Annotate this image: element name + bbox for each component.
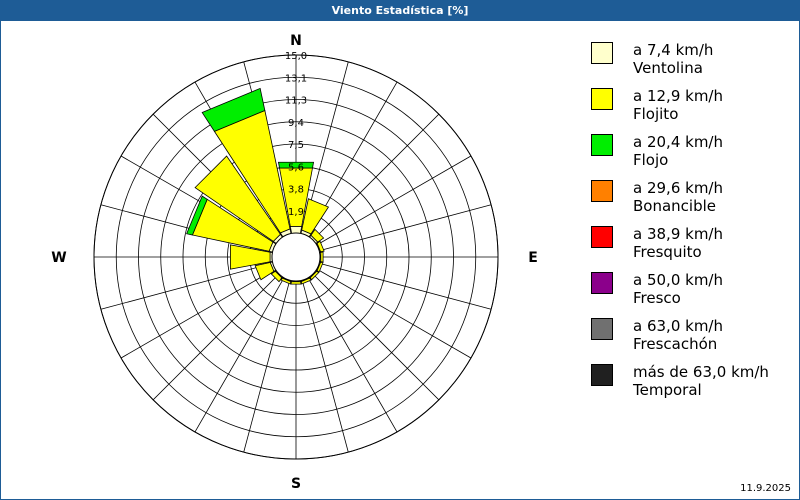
petal-segment — [316, 240, 325, 253]
direction-label: E — [528, 250, 538, 266]
petal-segment — [186, 195, 208, 236]
legend-item: más de 63,0 km/h Temporal — [591, 363, 791, 410]
radial-tick-label: 9,4 — [288, 118, 304, 129]
petal-segment — [309, 270, 320, 281]
legend-swatch — [591, 318, 613, 340]
legend-item: a 20,4 km/h Flojo — [591, 133, 791, 180]
legend-swatch — [591, 134, 613, 156]
petal-segment — [289, 226, 303, 234]
direction-label: W — [51, 250, 66, 266]
radial-tick-label: 15,0 — [285, 51, 307, 62]
legend-swatch — [591, 88, 613, 110]
grid-spoke — [243, 280, 291, 453]
petal-segment — [316, 261, 324, 273]
grid-spoke — [120, 268, 276, 359]
legend-swatch — [591, 42, 613, 64]
petal-segment — [194, 155, 281, 242]
grid-spoke — [312, 273, 440, 401]
grid-spoke — [316, 155, 472, 246]
legend-label: a 50,0 km/h Fresco — [633, 271, 723, 307]
legend-label: a 12,9 km/h Flojito — [633, 87, 723, 123]
radial-tick-labels: 1,9 3,8 5,6 7,5 9,4 11,3 13,1 15,0 — [285, 51, 307, 218]
radial-tick-label: 13,1 — [285, 73, 307, 84]
petal-segment — [310, 228, 325, 243]
legend-item: a 50,0 km/h Fresco — [591, 271, 791, 318]
wind-rose-chart: 1,9 3,8 5,6 7,5 9,4 11,3 13,1 15,0 N E S W — [51, 33, 538, 492]
legend-swatch — [591, 364, 613, 386]
petal-segment — [280, 277, 292, 285]
legend-item: a 29,6 km/h Bonancible — [591, 179, 791, 226]
legend-swatch — [591, 180, 613, 202]
calm-circle — [271, 232, 321, 282]
petal-segment — [300, 277, 312, 285]
petal-segment — [201, 87, 266, 132]
legend-item: a 12,9 km/h Flojito — [591, 87, 791, 134]
petal-segment — [277, 161, 315, 169]
footer-date: 11.9.2025 — [740, 483, 791, 494]
legend-label: a 7,4 km/h Ventolina — [633, 41, 714, 77]
grid-spoke — [319, 204, 492, 252]
legend-item: a 63,0 km/h Frescachón — [591, 317, 791, 364]
petal-segment — [301, 198, 330, 235]
legend-label: más de 63,0 km/h Temporal — [633, 363, 769, 399]
legend-label: a 29,6 km/h Bonancible — [633, 179, 723, 215]
grid-spoke — [319, 262, 492, 310]
grid-spoke — [100, 262, 273, 310]
legend-label: a 20,4 km/h Flojo — [633, 133, 723, 169]
petal-segment — [320, 251, 324, 263]
grid-spoke — [316, 268, 472, 359]
direction-label: N — [290, 33, 302, 49]
wind-petals — [186, 87, 330, 285]
petal-segment — [270, 270, 283, 283]
direction-label: S — [291, 476, 301, 492]
direction-labels: N E S W — [51, 33, 538, 492]
grid-spoke — [194, 277, 285, 433]
radial-tick-label: 11,3 — [285, 96, 307, 107]
legend-item: a 38,9 km/h Fresquito — [591, 225, 791, 272]
grid-spoke — [301, 280, 349, 453]
radial-tick-label: 1,9 — [288, 207, 304, 218]
radial-tick-label: 5,6 — [288, 162, 304, 173]
radial-tick-label: 3,8 — [288, 185, 304, 196]
petal-segment — [229, 244, 271, 270]
legend-label: a 63,0 km/h Frescachón — [633, 317, 723, 353]
window-title: Viento Estadística [%] — [1, 1, 799, 21]
grid-spoke — [312, 113, 440, 241]
legend-swatch — [591, 226, 613, 248]
grid-spoke — [152, 273, 280, 401]
legend-label: a 38,9 km/h Fresquito — [633, 225, 723, 261]
petal-segment — [254, 262, 275, 281]
legend-swatch — [591, 272, 613, 294]
legend-item: a 7,4 km/h Ventolina — [591, 41, 791, 88]
petal-segment — [290, 281, 302, 285]
grid-spoke — [307, 277, 398, 433]
radial-tick-label: 7,5 — [288, 140, 304, 151]
